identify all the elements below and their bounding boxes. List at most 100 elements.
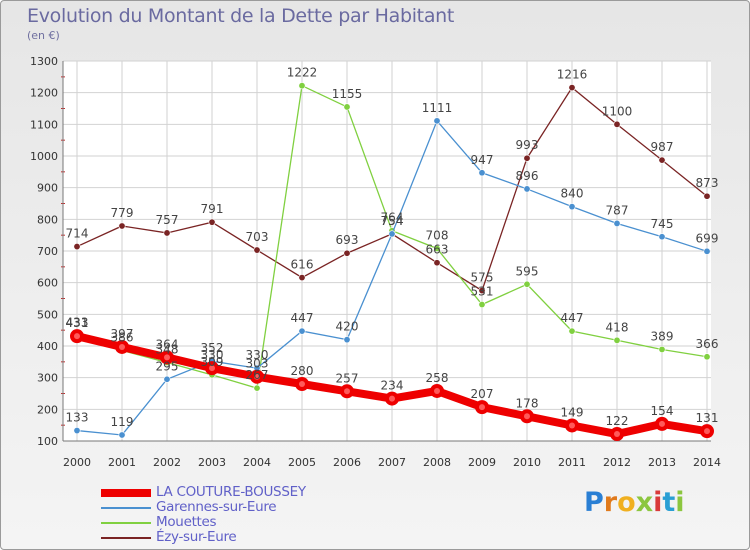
chart-unit-label: (en €) — [27, 29, 60, 42]
y-tick-label: 1300 — [30, 55, 58, 68]
data-point — [253, 246, 261, 254]
data-point — [343, 336, 351, 344]
data-label: 431 — [66, 316, 89, 330]
data-label: 280 — [291, 364, 314, 378]
data-label: 258 — [426, 371, 449, 385]
x-tick-label: 2014 — [693, 456, 721, 469]
data-point-highlight — [254, 373, 260, 380]
data-point — [478, 169, 486, 177]
data-label: 389 — [651, 329, 674, 343]
data-label: 397 — [111, 327, 134, 341]
data-point-highlight — [74, 333, 80, 340]
data-point — [388, 230, 396, 238]
data-label: 987 — [651, 140, 674, 154]
data-label: 764 — [381, 211, 404, 225]
data-label: 896 — [516, 169, 539, 183]
data-label: 1222 — [287, 66, 318, 80]
data-label: 754 — [381, 214, 404, 228]
data-point-highlight — [164, 354, 170, 361]
data-label: 386 — [111, 330, 134, 344]
x-tick-label: 2003 — [198, 456, 226, 469]
data-label: 257 — [336, 371, 359, 385]
data-point-highlight — [524, 413, 530, 420]
legend-label: Garennes-sur-Eure — [156, 499, 277, 515]
data-label: 154 — [651, 404, 674, 418]
data-label: 787 — [606, 203, 629, 217]
data-point — [343, 103, 351, 111]
y-tick-label: 700 — [37, 245, 58, 258]
data-point — [208, 218, 216, 226]
data-point-highlight — [434, 387, 440, 394]
legend-swatch — [101, 537, 151, 539]
data-label: 1111 — [422, 101, 453, 115]
data-label: 267 — [246, 368, 269, 382]
x-tick-label: 2010 — [513, 456, 541, 469]
data-label: 757 — [156, 213, 179, 227]
data-label: 531 — [471, 285, 494, 299]
data-label: 873 — [696, 176, 719, 190]
data-point — [613, 120, 621, 128]
legend-swatch — [101, 507, 151, 509]
data-point-highlight — [344, 388, 350, 395]
data-point — [433, 117, 441, 125]
x-tick-label: 2001 — [108, 456, 136, 469]
data-label: 178 — [516, 396, 539, 410]
y-tick-label: 600 — [37, 277, 58, 290]
legend-label: Mouettes — [156, 514, 217, 530]
data-label: 699 — [696, 231, 719, 245]
data-point — [568, 203, 576, 211]
data-label: 616 — [291, 258, 314, 272]
data-point — [568, 84, 576, 92]
y-tick-label: 1100 — [30, 118, 58, 131]
data-point — [433, 259, 441, 267]
data-point — [703, 192, 711, 200]
x-tick-label: 2009 — [468, 456, 496, 469]
data-label: 122 — [606, 414, 629, 428]
data-label: 993 — [516, 138, 539, 152]
data-point — [613, 219, 621, 227]
data-label: 348 — [156, 342, 179, 356]
x-tick-label: 2000 — [63, 456, 91, 469]
data-point — [568, 327, 576, 335]
data-label: 779 — [111, 206, 134, 220]
data-point-highlight — [209, 365, 215, 372]
data-point-highlight — [299, 381, 305, 387]
data-point — [703, 353, 711, 361]
data-label: 207 — [471, 387, 494, 401]
data-label: 595 — [516, 264, 539, 278]
data-label: 745 — [651, 217, 674, 231]
data-label: 447 — [561, 311, 584, 325]
data-label: 791 — [201, 202, 224, 216]
data-point — [298, 82, 306, 90]
data-label: 447 — [291, 311, 314, 325]
data-label: 303 — [246, 357, 269, 371]
data-label: 1155 — [332, 87, 363, 101]
data-label: 693 — [336, 233, 359, 247]
data-point — [298, 274, 306, 282]
x-tick-label: 2006 — [333, 456, 361, 469]
data-label: 663 — [426, 243, 449, 257]
y-tick-label: 900 — [37, 182, 58, 195]
data-point — [658, 156, 666, 164]
x-tick-label: 2008 — [423, 456, 451, 469]
data-label: 295 — [156, 359, 179, 373]
x-tick-label: 2002 — [153, 456, 181, 469]
data-point-highlight — [119, 343, 125, 350]
data-label: 352 — [201, 341, 224, 355]
data-label: 947 — [471, 153, 494, 167]
data-label: 133 — [66, 411, 89, 425]
data-point — [613, 336, 621, 344]
data-label: 708 — [426, 228, 449, 242]
data-point — [163, 229, 171, 237]
data-point — [433, 244, 441, 252]
data-label: 1100 — [602, 104, 633, 118]
x-tick-label: 2013 — [648, 456, 676, 469]
x-tick-label: 2011 — [558, 456, 586, 469]
data-point — [478, 301, 486, 309]
legend-swatch — [101, 489, 151, 497]
y-tick-label: 500 — [37, 308, 58, 321]
data-label: 366 — [696, 337, 719, 351]
data-point-highlight — [389, 395, 395, 402]
